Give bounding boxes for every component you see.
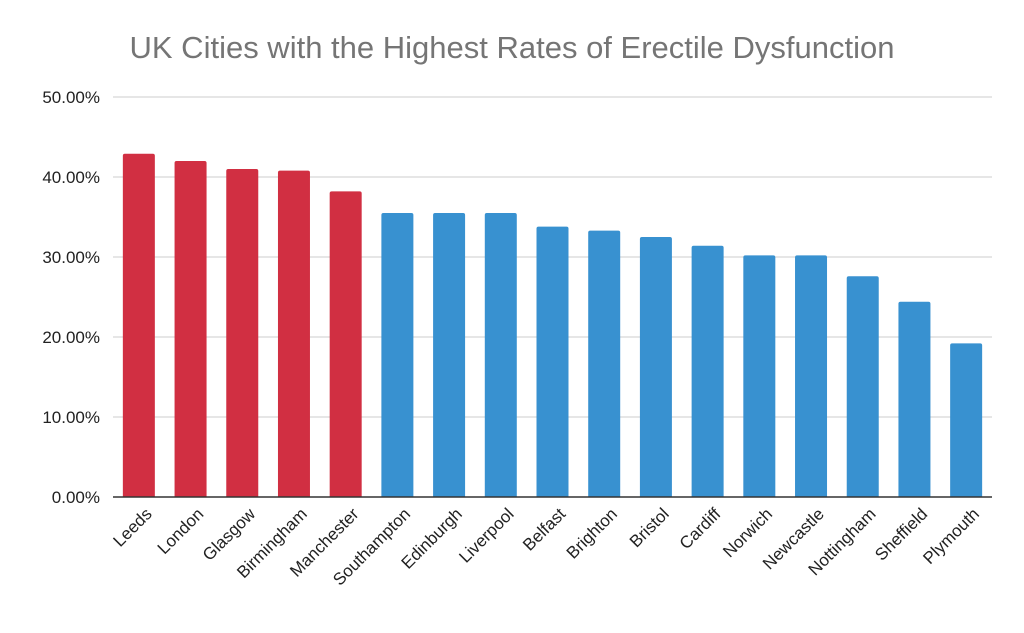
bar-southampton — [381, 213, 414, 497]
x-tick-label: Cardiff — [676, 504, 725, 553]
bars — [122, 153, 983, 498]
x-tick-label: Bristol — [626, 504, 673, 551]
x-tick-label: Plymouth — [919, 504, 983, 568]
x-tick-label: Brighton — [563, 504, 621, 562]
bar-birmingham — [277, 170, 310, 497]
bar-edinburgh — [433, 213, 466, 497]
x-tick-label: Liverpool — [455, 504, 517, 566]
bar-nottingham — [846, 276, 879, 497]
x-tick-label: Belfast — [519, 504, 569, 554]
bar-brighton — [588, 230, 621, 497]
y-tick-label: 0.00% — [52, 488, 100, 507]
bar-cardiff — [691, 245, 724, 497]
bar-norwich — [743, 255, 776, 497]
y-tick-label: 30.00% — [42, 248, 100, 267]
bar-leeds — [122, 153, 155, 498]
chart-title: UK Cities with the Highest Rates of Erec… — [130, 30, 895, 65]
bar-belfast — [536, 226, 569, 497]
y-tick-label: 10.00% — [42, 408, 100, 427]
y-axis-ticks: 0.00% 10.00% 20.00% 30.00% 40.00% 50.00% — [42, 88, 100, 507]
bar-bristol — [639, 237, 672, 497]
bar-newcastle — [795, 255, 828, 497]
bar-plymouth — [950, 343, 983, 497]
y-tick-label: 40.00% — [42, 168, 100, 187]
y-tick-label: 20.00% — [42, 328, 100, 347]
x-axis-labels: LeedsLondonGlasgowBirminghamManchesterSo… — [109, 504, 982, 589]
bar-glasgow — [226, 169, 259, 497]
x-tick-label: Leeds — [109, 504, 155, 550]
y-tick-label: 50.00% — [42, 88, 100, 107]
bar-manchester — [329, 191, 362, 497]
bar-liverpool — [484, 213, 517, 497]
bar-sheffield — [898, 301, 931, 497]
bar-london — [174, 161, 207, 497]
